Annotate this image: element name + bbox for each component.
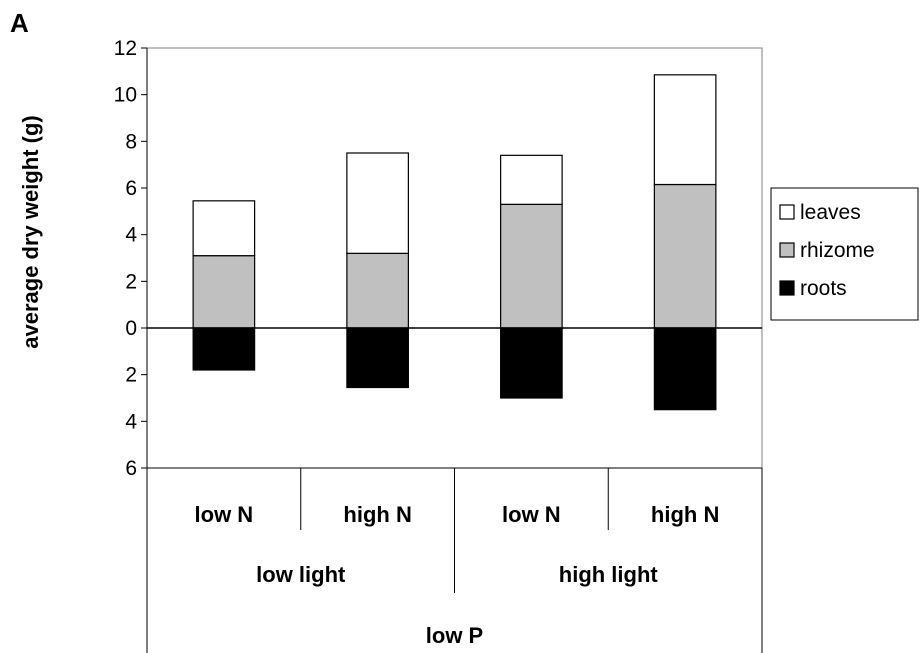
- category-label: high N: [343, 502, 411, 527]
- bar-leaves: [346, 152, 409, 254]
- legend-label: leaves: [800, 201, 861, 224]
- legend-swatch: [779, 280, 795, 296]
- y-axis-label: average dry weight (g): [18, 115, 43, 349]
- y-tick-label: 10: [114, 84, 137, 107]
- y-tick-label: 12: [114, 37, 137, 60]
- bar-rhizome: [500, 203, 563, 329]
- legend-swatch: [779, 242, 795, 258]
- legend-swatch: [779, 204, 795, 220]
- bar-roots: [192, 327, 256, 371]
- y-axis-ticks: 12 10 8 6 4 2 0 2 4 6: [114, 37, 147, 480]
- bar-roots: [653, 327, 717, 411]
- bar-rhizome: [346, 252, 409, 329]
- y-tick-label: 4: [125, 410, 137, 433]
- category-label: low N: [195, 502, 254, 527]
- y-tick-label: 6: [125, 177, 137, 200]
- y-tick-label: 6: [125, 457, 137, 480]
- y-tick-label: 2: [125, 364, 137, 387]
- legend-box: [770, 187, 919, 321]
- bar-roots: [500, 327, 563, 399]
- outer-group-label: low P: [426, 623, 483, 648]
- category-label: low N: [502, 502, 561, 527]
- y-tick-label: 0: [125, 317, 137, 340]
- bar-rhizome: [192, 255, 256, 329]
- category-axis: low N high N low N high N low light high ligh…: [147, 467, 763, 653]
- bar-leaves: [653, 74, 717, 186]
- legend-label: rhizome: [800, 239, 875, 262]
- y-tick-label: 8: [125, 130, 137, 153]
- bar-roots: [346, 327, 409, 389]
- panel-label: A: [10, 8, 29, 38]
- y-tick-label: 4: [125, 224, 137, 247]
- legend-label: roots: [800, 277, 847, 300]
- bar-leaves: [192, 200, 256, 257]
- bar-rhizome: [653, 183, 717, 329]
- y-tick-label: 2: [125, 270, 137, 293]
- group-label: high light: [559, 562, 659, 587]
- group-label: low light: [256, 562, 346, 587]
- bar-leaves: [500, 154, 563, 205]
- bars: [192, 74, 717, 411]
- legend: leaves rhizome roots: [770, 187, 919, 321]
- category-label: high N: [651, 502, 719, 527]
